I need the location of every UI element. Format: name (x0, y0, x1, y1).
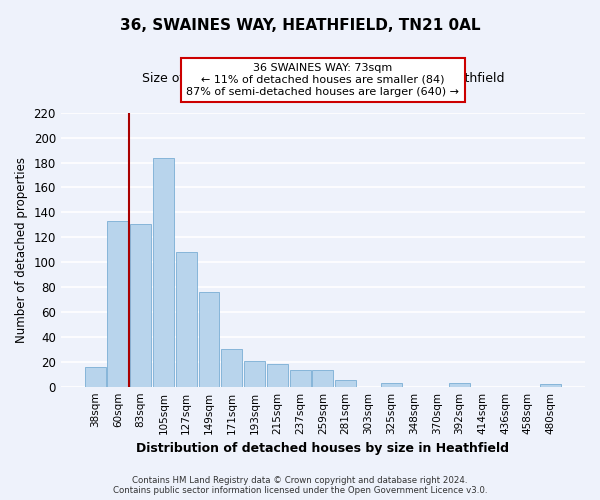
Text: Contains HM Land Registry data © Crown copyright and database right 2024.
Contai: Contains HM Land Registry data © Crown c… (113, 476, 487, 495)
Bar (153, 158, 174, 386)
Title: Size of property relative to detached houses in Heathfield: Size of property relative to detached ho… (142, 72, 504, 85)
Bar (313, 370, 334, 386)
Bar (540, 384, 561, 386)
Bar (381, 383, 402, 386)
X-axis label: Distribution of detached houses by size in Heathfield: Distribution of detached houses by size … (136, 442, 509, 455)
Text: 36, SWAINES WAY, HEATHFIELD, TN21 0AL: 36, SWAINES WAY, HEATHFIELD, TN21 0AL (120, 18, 480, 32)
Bar (107, 221, 128, 386)
Bar (176, 252, 197, 386)
Bar (449, 383, 470, 386)
Bar (85, 367, 106, 386)
Text: 36 SWAINES WAY: 73sqm
← 11% of detached houses are smaller (84)
87% of semi-deta: 36 SWAINES WAY: 73sqm ← 11% of detached … (187, 64, 460, 96)
Bar (267, 364, 288, 386)
Bar (244, 360, 265, 386)
Bar (221, 350, 242, 387)
Bar (130, 224, 151, 386)
Y-axis label: Number of detached properties: Number of detached properties (15, 156, 28, 342)
Bar (335, 380, 356, 386)
Bar (199, 292, 220, 386)
Bar (290, 370, 311, 386)
